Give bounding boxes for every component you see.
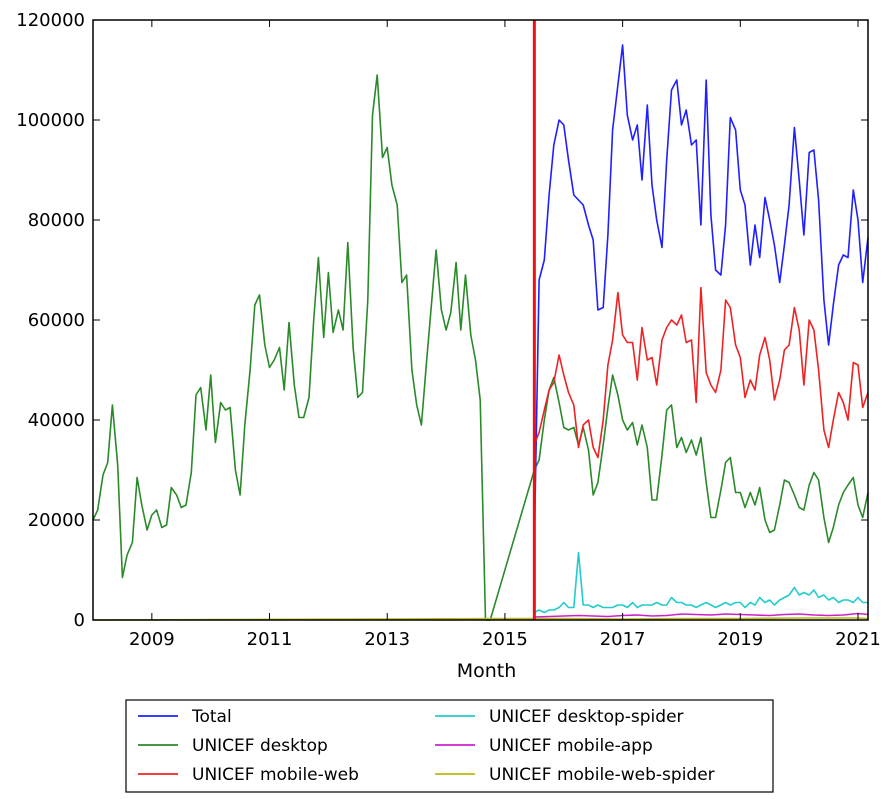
x-tick-label: 2021 [835, 629, 881, 650]
x-tick-label: 2015 [482, 629, 528, 650]
series-line-unicef-mobile-app [534, 612, 869, 618]
y-tick-label: 100000 [16, 110, 85, 131]
y-tick-label: 120000 [16, 10, 85, 31]
x-tick-label: 2013 [364, 629, 410, 650]
legend-label-unicef-mobile-web: UNICEF mobile-web [192, 765, 359, 785]
y-tick-label: 60000 [28, 310, 85, 331]
series-layer [92, 44, 869, 621]
series-line-unicef-mobile-web [533, 286, 869, 459]
x-tick-label: 2017 [600, 629, 646, 650]
series-line-unicef-desktop-spider [533, 551, 868, 614]
series-line-unicef-desktop [92, 74, 869, 621]
series-line-total [533, 44, 869, 546]
x-axis-title: Month [457, 660, 517, 682]
y-tick-label: 0 [74, 610, 85, 631]
y-tick-label: 40000 [28, 410, 85, 431]
legend-label-unicef-desktop-spider: UNICEF desktop-spider [489, 707, 684, 727]
y-tick-label: 80000 [28, 210, 85, 231]
y-tick-label: 20000 [28, 510, 85, 531]
x-tick-label: 2011 [247, 629, 293, 650]
x-tick-label: 2009 [129, 629, 175, 650]
plot-frame [92, 19, 869, 621]
legend-label-total: Total [191, 707, 232, 727]
legend-label-unicef-mobile-web-spider: UNICEF mobile-web-spider [489, 765, 715, 785]
series-line-unicef-mobile-web-spider [92, 617, 869, 621]
legend-label-unicef-desktop: UNICEF desktop [192, 736, 328, 756]
legend-label-unicef-mobile-app: UNICEF mobile-app [489, 736, 653, 756]
legend: Total UNICEF desktop UNICEF mobile-web UNIC… [125, 699, 774, 793]
x-tick-label: 2019 [717, 629, 763, 650]
ticks-layer: 2009 2011 2013 2015 2017 2019 2021 0 20000 40000 6… [16, 10, 881, 650]
